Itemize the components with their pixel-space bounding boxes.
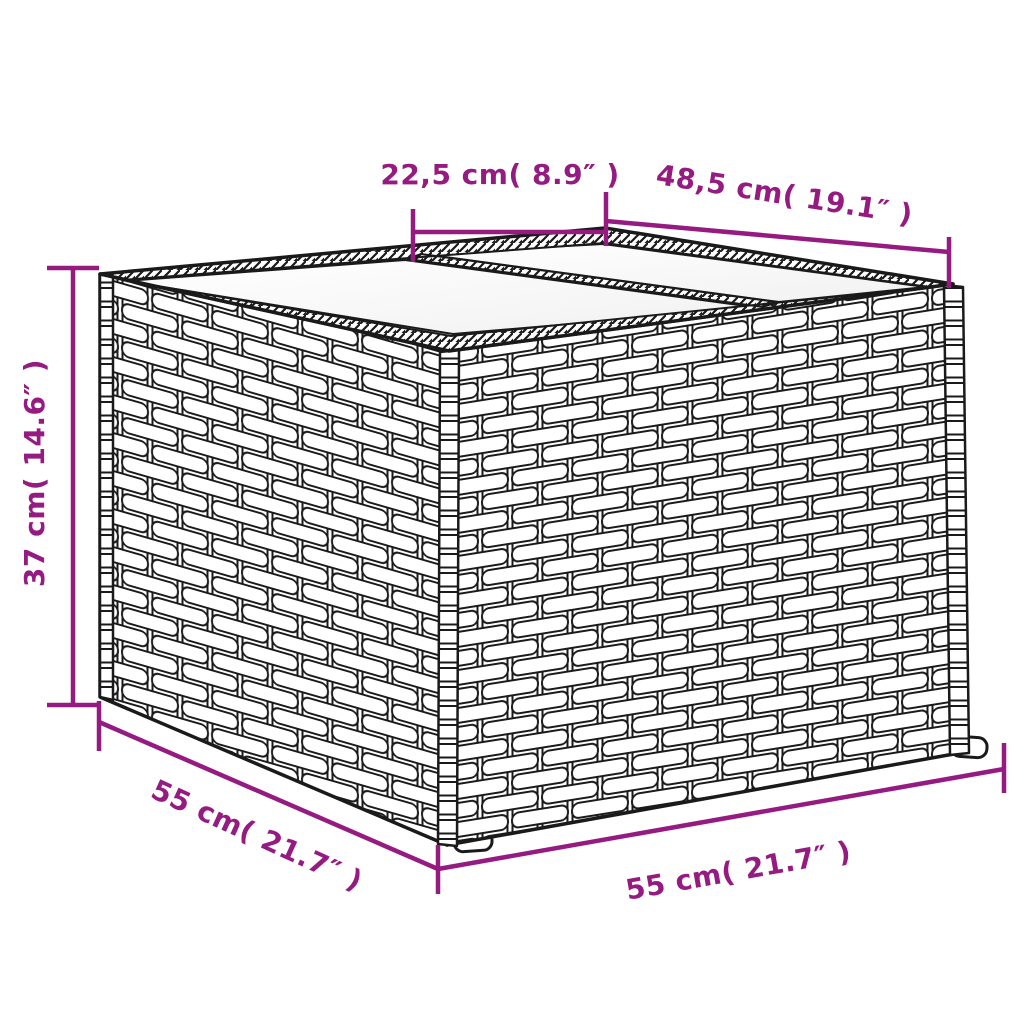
dimension-height: [47, 265, 99, 708]
dimension-top-large: [605, 218, 952, 288]
top-outer-outline: [98, 226, 955, 353]
left-edge-column: [98, 272, 115, 702]
table-corner-columns: [98, 272, 971, 848]
label-width: 55 cm( 21.7″ ): [623, 835, 853, 907]
table-top: [98, 226, 955, 353]
dimension-line: [98, 719, 439, 872]
dimension-line: [605, 218, 950, 255]
label-height: 37 cm( 14.6″ ): [18, 359, 51, 587]
label-top-large: 48,5 cm( 19.1″ ): [654, 158, 915, 231]
table-illustration: [98, 226, 989, 854]
table-right-wall: [445, 282, 967, 847]
top-inner-outline: [121, 242, 931, 337]
dimension-width: [437, 743, 1007, 872]
dimension-top-small: [410, 192, 609, 262]
label-top-small: 22,5 cm( 8.9″ ): [380, 158, 619, 191]
front-corner-column: [436, 348, 461, 848]
table-left-wall: [98, 272, 451, 847]
right-corner-column: [942, 283, 971, 757]
dimension-depth: [96, 701, 441, 894]
dimension-annotations: [47, 192, 1007, 894]
dimension-line: [437, 766, 1005, 872]
